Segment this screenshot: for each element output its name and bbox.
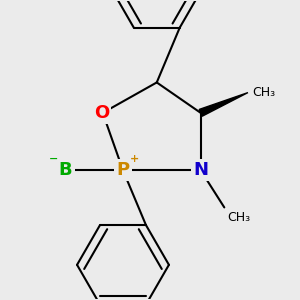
Text: P: P	[116, 161, 130, 179]
Text: CH₃: CH₃	[252, 86, 275, 99]
Text: O: O	[94, 104, 109, 122]
Text: −: −	[49, 154, 58, 164]
Polygon shape	[199, 93, 248, 116]
Text: N: N	[193, 161, 208, 179]
Text: CH₃: CH₃	[228, 212, 251, 224]
Text: B: B	[59, 161, 72, 179]
Text: +: +	[130, 154, 139, 164]
